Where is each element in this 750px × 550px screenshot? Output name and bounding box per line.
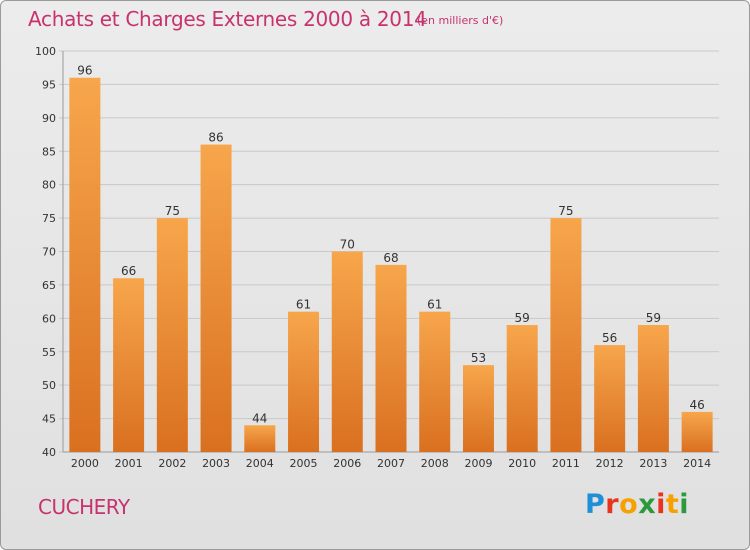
y-tick-label: 60 [42, 312, 56, 325]
data-label-2006: 70 [340, 238, 355, 252]
x-tick-label: 2012 [596, 457, 624, 470]
x-tick-label: 2006 [333, 457, 361, 470]
chart-subtitle: (en milliers d'€) [417, 14, 504, 27]
data-label-2014: 46 [689, 398, 704, 412]
bar-2013 [637, 325, 669, 452]
x-tick-label: 2003 [202, 457, 230, 470]
bar-2003 [200, 144, 232, 453]
data-label-2009: 53 [471, 351, 486, 365]
x-tick-label: 2000 [71, 457, 99, 470]
data-label-2005: 61 [296, 298, 311, 312]
y-tick-label: 95 [42, 78, 56, 91]
y-tick-label: 65 [42, 279, 56, 292]
data-label-2007: 68 [383, 251, 398, 265]
x-tick-label: 2011 [552, 457, 580, 470]
x-tick-label: 2007 [377, 457, 405, 470]
y-tick-label: 55 [42, 346, 56, 359]
commune-name: CUCHERY [38, 495, 130, 519]
y-tick-label: 40 [42, 446, 56, 459]
bar-2014 [681, 411, 713, 452]
data-label-2012: 56 [602, 331, 617, 345]
y-tick-label: 50 [42, 379, 56, 392]
x-tick-label: 2013 [639, 457, 667, 470]
bar-2001 [113, 278, 145, 452]
y-tick-label: 70 [42, 246, 56, 259]
bar-2004 [244, 425, 276, 452]
bar-2000 [69, 77, 101, 452]
bar-2007 [375, 264, 407, 452]
x-tick-label: 2005 [290, 457, 318, 470]
bar-2012 [594, 345, 626, 452]
x-tick-label: 2008 [421, 457, 449, 470]
bars [69, 77, 713, 453]
data-label-2003: 86 [208, 131, 223, 145]
x-tick-label: 2004 [246, 457, 274, 470]
x-tick-label: 2009 [464, 457, 492, 470]
y-tick-label: 100 [35, 45, 56, 58]
data-label-2013: 59 [646, 311, 661, 325]
y-tick-label: 80 [42, 179, 56, 192]
y-tick-label: 85 [42, 145, 56, 158]
x-tick-label: 2001 [115, 457, 143, 470]
bar-2005 [288, 311, 320, 452]
bar-2008 [419, 311, 451, 452]
bar-2006 [331, 251, 363, 452]
bar-2011 [550, 218, 582, 452]
bar-2010 [506, 325, 538, 452]
data-label-2004: 44 [252, 411, 267, 425]
x-tick-label: 2002 [158, 457, 186, 470]
data-label-2010: 59 [515, 311, 530, 325]
data-label-2002: 75 [165, 204, 180, 218]
x-tick-label: 2014 [683, 457, 711, 470]
data-label-2011: 75 [558, 204, 573, 218]
x-tick-label: 2010 [508, 457, 536, 470]
bar-2002 [156, 218, 188, 452]
y-tick-label: 90 [42, 112, 56, 125]
data-labels: 96 66 75 86 44 61 70 68 61 53 59 75 56 59 46 [77, 64, 705, 426]
data-label-2001: 66 [121, 264, 136, 278]
y-tick-label: 75 [42, 212, 56, 225]
data-label-2000: 96 [77, 64, 92, 78]
y-tick-label: 45 [42, 413, 56, 426]
proxiti-logo[interactable]: Proxiti [585, 489, 690, 520]
data-label-2008: 61 [427, 298, 442, 312]
bar-2009 [462, 365, 494, 452]
chart-title: Achats et Charges Externes 2000 à 2014 [28, 7, 427, 31]
